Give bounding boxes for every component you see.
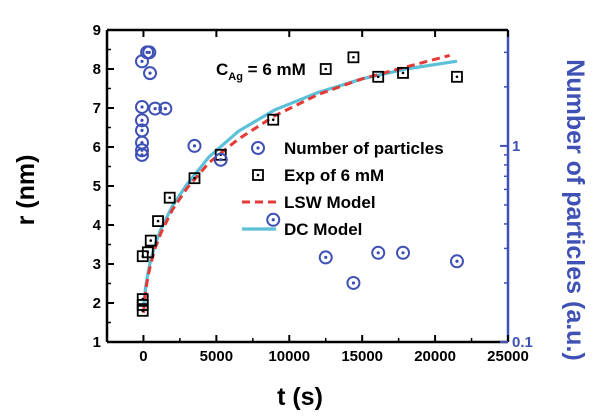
- legend-label: LSW Model: [284, 193, 376, 212]
- exp-point: [319, 63, 332, 75]
- legend-exp-marker: [252, 169, 264, 181]
- lsw-model-line: [142, 53, 451, 313]
- particles-point: [148, 101, 163, 116]
- particles-point: [266, 212, 281, 227]
- particles-point: [346, 275, 361, 290]
- y-tick-label: 3: [93, 256, 101, 273]
- particles-point: [449, 254, 464, 269]
- particles-point: [134, 123, 149, 138]
- y-tick-label: 2: [93, 295, 101, 312]
- right-y-tick-label: 1: [512, 138, 520, 155]
- legend-label: Number of particles: [284, 139, 444, 158]
- y-tick-label: 7: [93, 100, 101, 117]
- particles-point: [371, 245, 386, 260]
- x-tick-label: 5000: [200, 348, 233, 365]
- particles-point: [158, 101, 173, 116]
- particles-point: [134, 99, 149, 114]
- exp-point: [347, 51, 360, 64]
- particles-point: [396, 245, 411, 260]
- legend: Number of particles Exp of 6 mM LSW Model D…: [242, 139, 444, 239]
- y-tick-label: 5: [93, 178, 101, 195]
- x-tick-label: 10000: [268, 348, 310, 365]
- x-tick-label: 15000: [341, 348, 383, 365]
- exp-point: [136, 293, 149, 306]
- exp-point: [141, 246, 154, 259]
- y-tick-label: 4: [93, 217, 102, 234]
- particles-point: [134, 113, 149, 128]
- legend-particles-marker: [251, 141, 265, 155]
- exp-point: [163, 191, 176, 204]
- particles-point: [143, 66, 158, 81]
- right-y-tick-label: 0.1: [512, 334, 533, 351]
- plot-layer: [134, 45, 464, 317]
- particles-point: [318, 250, 333, 265]
- x-axis-title: t (s): [277, 383, 323, 411]
- exp-point: [152, 215, 164, 228]
- exp-point: [144, 234, 157, 247]
- x-tick-label: 0: [139, 348, 147, 365]
- legend-label: DC Model: [284, 220, 362, 239]
- legend-label: Exp of 6 mM: [284, 166, 384, 185]
- y-tick-label: 8: [93, 61, 101, 78]
- x-tick-label: 20000: [414, 348, 456, 365]
- particles-point: [142, 45, 157, 60]
- exp-point: [397, 67, 409, 79]
- y-axis-title: r (nm): [12, 155, 40, 226]
- y-tick-label: 6: [93, 139, 101, 156]
- exp-point: [267, 113, 280, 126]
- particles-point: [187, 138, 202, 153]
- y-tick-label: 9: [93, 22, 101, 39]
- exp-point: [188, 172, 201, 185]
- concentration-annotation: CAg = 6 mM: [216, 60, 306, 83]
- particles-point: [134, 135, 149, 150]
- axes-layer: 0 5000 10000 15000 20000 25000 1 2 3 4 5 6 7 8 9 0.1 1: [93, 22, 533, 365]
- particles-point: [213, 152, 228, 167]
- right-y-axis-title: Number of particles (a.u.): [561, 59, 589, 360]
- x-tick-label: 25000: [487, 348, 529, 365]
- exp-point: [372, 70, 385, 83]
- y-tick-label: 1: [93, 334, 101, 351]
- exp-point: [451, 70, 463, 83]
